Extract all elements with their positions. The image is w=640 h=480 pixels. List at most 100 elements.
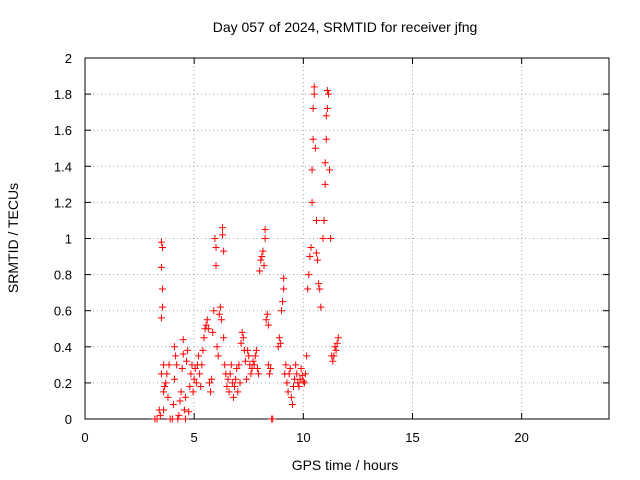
data-point-plus bbox=[215, 310, 223, 318]
data-point-plus bbox=[309, 135, 317, 143]
data-point-plus bbox=[200, 334, 208, 342]
data-point-plus bbox=[233, 364, 241, 372]
data-point-plus bbox=[319, 235, 327, 242]
data-point-plus bbox=[231, 383, 239, 391]
data-point-plus bbox=[217, 316, 225, 324]
data-point-plus bbox=[249, 357, 257, 365]
data-point-plus bbox=[195, 352, 203, 360]
data-point-plus bbox=[269, 415, 277, 423]
data-point-plus bbox=[314, 256, 322, 264]
data-point-plus bbox=[159, 285, 167, 293]
data-point-plus bbox=[300, 379, 308, 387]
data-point-plus bbox=[219, 231, 227, 239]
data-point-plus bbox=[323, 86, 331, 94]
data-point-plus bbox=[235, 361, 243, 369]
data-point-plus bbox=[216, 303, 224, 311]
data-point-plus bbox=[204, 325, 212, 333]
data-point-plus bbox=[278, 307, 285, 315]
data-point-plus bbox=[267, 364, 275, 372]
data-point-plus bbox=[334, 334, 342, 342]
data-point-plus bbox=[207, 388, 215, 396]
data-point-plus bbox=[280, 285, 288, 293]
data-point-plus bbox=[199, 346, 207, 354]
data-point-plus bbox=[304, 285, 312, 293]
data-point-plus bbox=[160, 388, 168, 396]
data-point-plus bbox=[209, 328, 217, 336]
data-point-plus bbox=[303, 352, 311, 360]
data-point-plus bbox=[307, 244, 315, 252]
data-point-plus bbox=[285, 370, 293, 378]
data-point-plus bbox=[176, 397, 184, 405]
data-point-plus bbox=[237, 339, 245, 347]
data-point-plus bbox=[263, 310, 271, 318]
data-point-plus bbox=[165, 361, 173, 369]
data-point-plus bbox=[203, 316, 211, 324]
data-point-plus bbox=[205, 379, 213, 387]
data-point-plus bbox=[186, 383, 194, 391]
data-point-plus bbox=[219, 224, 227, 232]
data-point-plus bbox=[223, 383, 231, 391]
data-point-plus bbox=[228, 379, 236, 387]
data-point-plus bbox=[227, 361, 235, 369]
data-point-plus bbox=[279, 298, 287, 306]
grid-lines bbox=[85, 58, 609, 419]
data-point-plus bbox=[221, 361, 229, 369]
data-point-plus bbox=[274, 343, 282, 351]
y-tick-label: 0.2 bbox=[54, 376, 72, 391]
data-point-plus bbox=[310, 90, 318, 98]
data-point-plus bbox=[198, 361, 206, 369]
data-point-plus bbox=[275, 334, 283, 342]
data-point-plus bbox=[174, 415, 182, 423]
data-point-plus bbox=[183, 357, 191, 365]
data-point-plus bbox=[261, 235, 269, 242]
data-point-plus bbox=[312, 216, 320, 224]
data-point-plus bbox=[160, 406, 168, 414]
data-point-plus bbox=[253, 364, 261, 372]
data-point-plus bbox=[244, 346, 252, 354]
data-point-plus bbox=[213, 343, 221, 351]
y-tick-label: 0.8 bbox=[54, 268, 72, 283]
data-point-plus bbox=[164, 393, 172, 401]
data-point-plus bbox=[260, 262, 268, 270]
data-point-plus bbox=[308, 166, 316, 174]
data-point-plus bbox=[169, 401, 177, 409]
data-point-plus bbox=[311, 144, 319, 152]
data-point-plus bbox=[308, 198, 316, 206]
data-point-plus bbox=[330, 352, 338, 360]
data-point-plus bbox=[225, 388, 233, 396]
data-point-plus bbox=[212, 244, 220, 252]
data-point-plus bbox=[265, 370, 273, 378]
data-point-plus bbox=[196, 370, 204, 378]
y-tick-label: 0 bbox=[65, 412, 72, 427]
data-point-plus bbox=[245, 352, 253, 360]
data-point-plus bbox=[298, 372, 306, 380]
data-point-plus bbox=[184, 346, 192, 354]
data-point-plus bbox=[255, 370, 263, 378]
data-point-plus bbox=[181, 393, 189, 401]
data-point-plus bbox=[312, 249, 320, 257]
data-point-plus bbox=[299, 377, 307, 385]
y-tick-label: 1.6 bbox=[54, 123, 72, 138]
data-point-plus bbox=[173, 361, 181, 369]
y-tick-label: 1.8 bbox=[54, 87, 72, 102]
data-point-plus bbox=[208, 375, 216, 383]
data-point-plus bbox=[226, 370, 234, 378]
data-point-plus bbox=[326, 166, 334, 174]
data-point-plus bbox=[262, 316, 270, 324]
data-point-plus bbox=[229, 393, 237, 401]
data-point-plus bbox=[321, 159, 329, 167]
data-point-plus bbox=[292, 361, 300, 369]
data-point-plus bbox=[294, 379, 302, 387]
data-point-plus bbox=[172, 352, 180, 360]
data-point-plus bbox=[157, 238, 165, 246]
data-point-plus bbox=[295, 383, 303, 391]
data-point-plus bbox=[180, 406, 188, 414]
data-point-plus bbox=[239, 334, 247, 342]
data-point-plus bbox=[191, 364, 199, 372]
y-tick-label: 1 bbox=[65, 232, 72, 247]
data-point-plus bbox=[276, 339, 284, 347]
data-point-plus bbox=[192, 379, 200, 387]
data-point-plus bbox=[293, 370, 301, 378]
data-point-plus bbox=[252, 346, 260, 354]
